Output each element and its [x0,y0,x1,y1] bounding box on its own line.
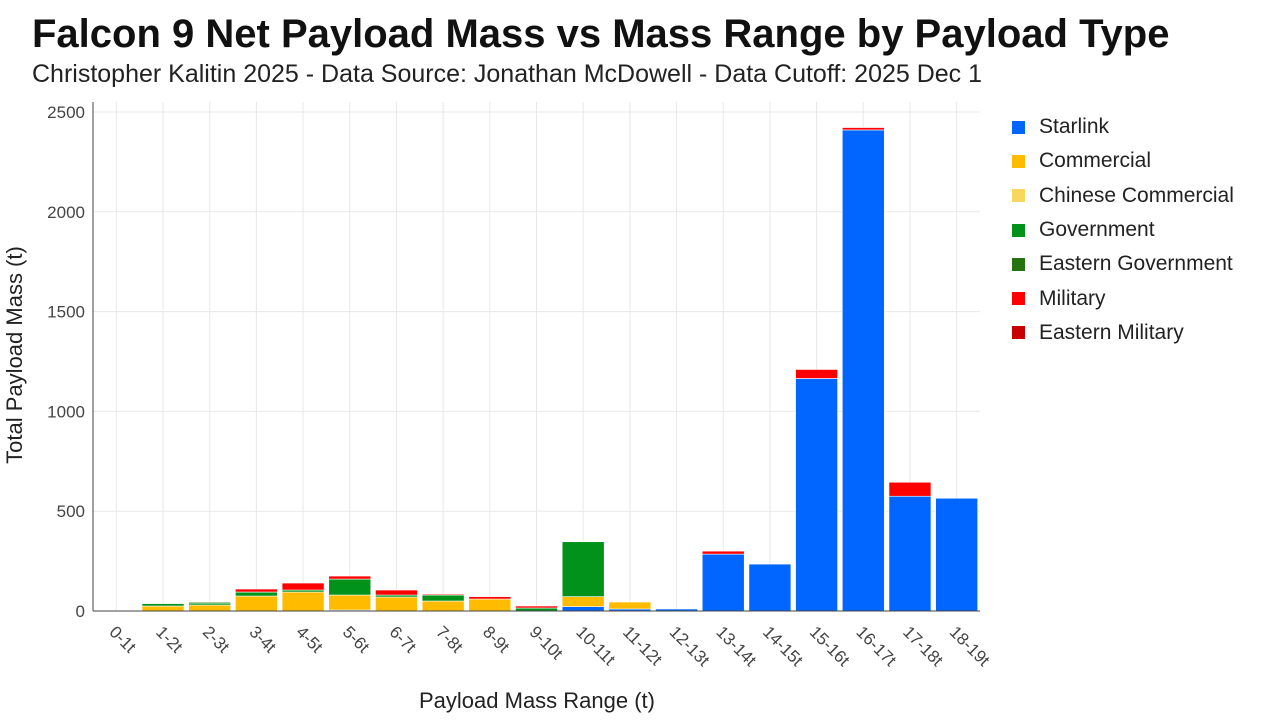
bar-segment [281,582,325,591]
x-tick-label: 3-4t [246,622,280,656]
bar-segment [795,369,838,379]
legend-item[interactable]: Starlink [1012,110,1234,144]
y-tick-label: 2000 [47,203,85,222]
legend-label: Military [1039,286,1106,310]
bar-segment [935,497,978,612]
bar-segment [235,591,278,597]
x-tick-label: 7-8t [432,622,466,656]
axes [92,102,980,612]
legend-label: Commercial [1039,149,1152,173]
x-tick-label: 15-16t [806,622,854,670]
bars [95,127,978,612]
legend-swatch [1012,292,1025,306]
bar-segment [375,596,418,612]
bar-segment [888,495,932,612]
bar-segment [235,588,278,593]
legend-item[interactable]: Military [1012,281,1234,315]
y-tick-label: 1000 [47,402,85,421]
legend-swatch [1012,120,1025,134]
bar-segment [328,578,372,596]
bar-segment [841,129,885,612]
y-axis-label: Total Payload Mass (t) [2,246,27,464]
bar-segment [421,600,465,612]
legend-swatch [1012,326,1025,340]
bar-segment [608,601,652,610]
legend-label: Starlink [1039,115,1110,139]
bar-segment [421,594,465,602]
bar-segment [188,601,232,604]
x-tick-label: 4-5t [292,622,326,656]
x-tick-label: 16-17t [852,622,900,670]
x-tick-label: 10-11t [572,622,619,669]
x-tick-label: 1-2t [152,622,186,656]
x-tick-label: 2-3t [199,622,233,656]
bar-segment [561,606,605,612]
bar-segment [468,596,512,600]
bar-segment [515,605,558,609]
legend-item[interactable]: Commercial [1012,144,1234,178]
x-axis-label: Payload Mass Range (t) [419,688,655,713]
legend-swatch [1012,154,1025,168]
bar-segment [188,604,232,612]
x-tick-label: 6-7t [386,622,420,656]
legend-item[interactable]: Eastern Military [1012,316,1234,350]
legend-swatch [1012,189,1025,203]
legend: Starlink Commercial Chinese Commercial Gove… [1012,110,1234,350]
x-tick-label: 13-14t [712,622,760,670]
bar-segment [375,589,418,596]
legend-item[interactable]: Eastern Government [1012,247,1234,281]
x-tick-labels: 0-1t 1-2t 2-3t 3-4t 4-5t 5-6t 6-7t 7-8t 8-9t 9-10… [106,622,994,670]
bar-segment [328,594,372,611]
bar-segment [421,593,465,596]
y-tick-label: 500 [57,502,85,521]
legend-label: Chinese Commercial [1039,183,1234,207]
bar-segment [701,553,745,612]
bar-segment [281,591,325,612]
x-tick-label: 8-9t [479,622,513,656]
bar-segment [141,603,185,607]
legend-item[interactable]: Government [1012,213,1234,247]
bar-segment [795,378,838,612]
y-tick-labels: 0 500 1000 1500 2000 2500 [47,103,85,621]
bar-segment [561,541,605,597]
y-tick-label: 2500 [47,103,85,122]
bar-segment [468,598,512,612]
bar-segment [328,575,372,580]
legend-swatch [1012,223,1025,237]
chart-title: Falcon 9 Net Payload Mass vs Mass Range … [32,12,1170,56]
bar-segment [141,605,185,612]
x-tick-label: 5-6t [339,622,373,656]
x-tick-label: 11-12t [619,622,666,669]
bar-segment [701,550,745,555]
x-tick-label: 9-10t [526,622,567,663]
x-tick-label: 0-1t [106,622,140,656]
legend-swatch [1012,257,1025,271]
legend-label: Eastern Government [1039,252,1233,276]
bar-segment [841,127,885,131]
bar-segment [235,595,278,612]
y-tick-label: 0 [76,602,85,621]
legend-label: Government [1039,218,1155,242]
legend-item[interactable]: Chinese Commercial [1012,179,1234,213]
bar-chart: 0 500 1000 1500 2000 2500 0-1t 1-2t 2-3t 3-4t 4-5… [2,102,994,713]
chart-subtitle: Christopher Kalitin 2025 - Data Source: … [32,60,983,88]
bar-segment [888,481,932,497]
x-tick-label: 17-18t [899,622,947,670]
legend-label: Eastern Military [1039,320,1184,344]
bar-segment [561,596,605,607]
x-tick-label: 12-13t [666,622,714,670]
bar-segment [748,563,792,612]
y-tick-label: 1500 [47,303,85,322]
x-tick-label: 14-15t [759,622,807,670]
x-tick-label: 18-19t [946,622,994,670]
